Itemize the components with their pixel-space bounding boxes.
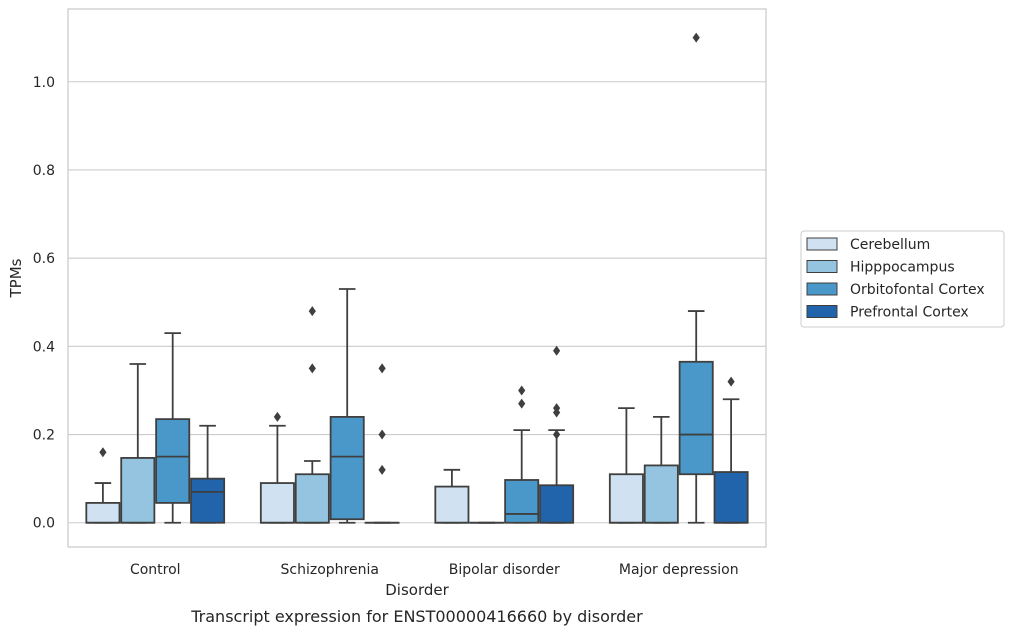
outlier-point (553, 429, 561, 440)
legend-label: Hipppocampus (850, 260, 955, 276)
box-iqr (643, 464, 679, 524)
outlier-point (99, 447, 107, 458)
outlier-point (378, 429, 386, 440)
box-prefrontal-cortex (539, 345, 575, 524)
box-cerebellum (608, 407, 644, 524)
box-iqr (85, 502, 121, 524)
y-tick-label: 0.8 (33, 163, 55, 179)
box-iqr (539, 484, 575, 524)
box-cerebellum (259, 411, 295, 524)
box-iqr (678, 360, 714, 476)
y-tick-label: 0.2 (33, 428, 55, 444)
outlier-point (308, 306, 316, 317)
legend-frame (800, 230, 1005, 328)
plot-frame (67, 8, 767, 548)
box-iqr (155, 418, 191, 504)
y-tick-labels: 0.0 0.2 0.4 0.6 0.8 1.0 (33, 75, 55, 532)
outlier-point (518, 385, 526, 396)
box-prefrontal-cortex (190, 424, 226, 524)
box-prefrontal-cortex (364, 363, 400, 524)
y-axis-label: TPMs (7, 258, 25, 298)
box-hipppocampus (120, 363, 156, 524)
box-hipppocampus (294, 306, 330, 524)
box-orbitofontal-cortex (504, 385, 540, 524)
box-iqr (259, 482, 295, 524)
x-tick-label: Bipolar disorder (449, 562, 560, 578)
legend: Cerebellum Hipppocampus Orbitofontal Corte… (800, 230, 1005, 328)
legend-swatch (806, 305, 838, 318)
outlier-point (518, 398, 526, 409)
y-tick-label: 0.6 (33, 251, 55, 267)
outlier-point (378, 363, 386, 374)
box-iqr (504, 479, 540, 524)
box-iqr (190, 477, 226, 524)
box-orbitofontal-cortex (329, 288, 365, 524)
box-iqr (294, 473, 330, 524)
box-iqr (713, 471, 749, 524)
outlier-point (553, 345, 561, 356)
x-tick-label: Control (130, 562, 181, 578)
outlier-point (308, 363, 316, 374)
y-tick-label: 1.0 (33, 75, 55, 91)
box-iqr (434, 485, 470, 524)
chart-caption: Transcript expression for ENST0000041666… (190, 607, 643, 626)
box-hipppocampus (643, 416, 679, 524)
legend-swatch (806, 237, 838, 251)
outlier-point (553, 403, 561, 414)
outlier-point (727, 376, 735, 387)
outlier-point (692, 32, 700, 43)
outlier-point (273, 411, 281, 422)
outlier-point (378, 464, 386, 475)
legend-swatch (806, 282, 838, 296)
box-iqr (608, 473, 644, 524)
x-tick-label: Major depression (619, 562, 739, 578)
boxes (85, 32, 749, 524)
box-iqr (120, 457, 156, 524)
box-orbitofontal-cortex (155, 332, 191, 524)
box-orbitofontal-cortex (678, 32, 714, 524)
box-cerebellum (85, 447, 121, 524)
legend-label: Orbitofontal Cortex (850, 282, 985, 298)
y-tick-label: 0.0 (33, 516, 55, 532)
y-tick-label: 0.4 (33, 339, 55, 355)
legend-label: Cerebellum (850, 237, 930, 253)
x-axis-label: Disorder (385, 581, 449, 599)
legend-label: Prefrontal Cortex (850, 305, 969, 321)
box-iqr (329, 416, 365, 521)
box-cerebellum (434, 468, 470, 524)
x-tick-labels: Control Schizophrenia Bipolar disorder Majo… (130, 562, 739, 578)
box-prefrontal-cortex (713, 376, 749, 524)
x-tick-label: Schizophrenia (281, 562, 379, 578)
legend-swatch (806, 260, 838, 273)
